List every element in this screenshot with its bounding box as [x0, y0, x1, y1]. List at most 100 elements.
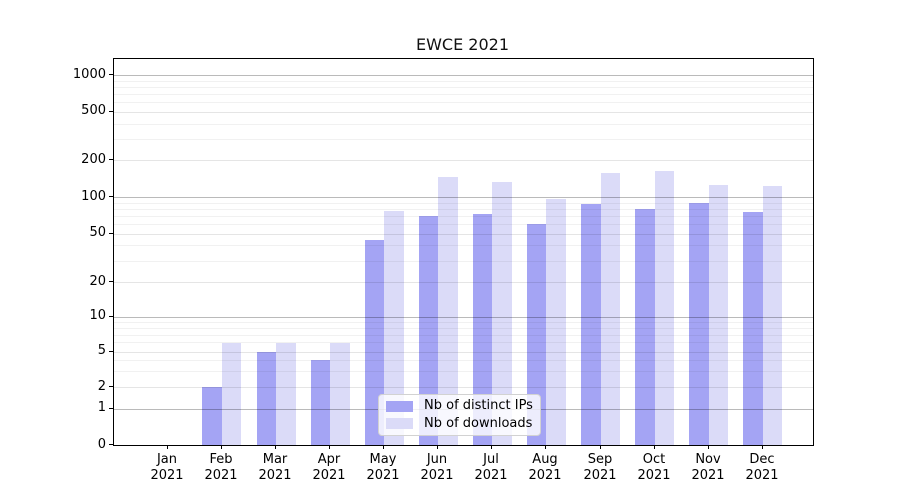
- legend-item-distinct-ips: Nb of distinct IPs: [386, 399, 533, 414]
- y-minor-gridline: [114, 102, 813, 103]
- x-tick-year: 2021: [150, 468, 184, 483]
- bar-downloads-nov: [708, 184, 729, 445]
- y-minor-gridline: [114, 328, 813, 329]
- x-tick-year: 2021: [366, 468, 400, 483]
- y-gridline: [114, 75, 813, 76]
- y-minor-gridline: [114, 139, 813, 140]
- bar-downloads-may: [384, 210, 404, 445]
- legend-swatch-distinct-ips: [386, 400, 413, 412]
- x-tick-label-feb: Feb 2021: [194, 452, 248, 484]
- chart-title: EWCE 2021: [415, 35, 509, 54]
- x-tick-year: 2021: [691, 468, 725, 483]
- y-minor-gridline: [114, 224, 813, 225]
- x-tick-label-jul: Jul 2021: [464, 452, 518, 484]
- y-tick-label: 200: [81, 152, 106, 167]
- y-minor-gridline: [114, 322, 813, 323]
- x-tick-label-may: May 2021: [356, 452, 410, 484]
- bar-distinct-ips-dec: [743, 212, 763, 445]
- y-minor-gridline: [114, 360, 813, 361]
- x-tick-month: Apr: [317, 452, 341, 467]
- x-tick-month: Nov: [695, 452, 721, 467]
- x-tick-mark: [600, 445, 601, 449]
- bar-distinct-ips-jun: [418, 215, 439, 445]
- x-tick-year: 2021: [637, 468, 671, 483]
- y-gridline: [114, 234, 813, 235]
- bar-distinct-ips-sep: [581, 204, 601, 445]
- y-minor-gridline: [114, 371, 813, 372]
- y-tick-label: 1000: [72, 67, 106, 82]
- y-gridline: [114, 197, 813, 198]
- legend-label-downloads: Nb of downloads: [424, 415, 533, 431]
- x-tick-month: Jun: [426, 452, 448, 467]
- bar-distinct-ips-mar: [256, 351, 277, 445]
- x-tick-mark: [221, 445, 222, 449]
- x-tick-month: Mar: [262, 452, 288, 467]
- y-tick-mark: [109, 233, 113, 234]
- x-tick-month: Jul: [483, 452, 499, 467]
- y-tick-label: 100: [81, 189, 106, 204]
- x-tick-mark: [383, 445, 384, 449]
- x-tick-label-apr: Apr 2021: [302, 452, 356, 484]
- x-tick-month: May: [369, 452, 397, 467]
- x-tick-year: 2021: [312, 468, 346, 483]
- x-tick-mark: [329, 445, 330, 449]
- x-tick-mark: [491, 445, 492, 449]
- x-tick-label-oct: Oct 2021: [627, 452, 681, 484]
- bar-downloads-jul: [492, 181, 512, 445]
- y-tick-mark: [109, 281, 113, 282]
- y-minor-gridline: [114, 87, 813, 88]
- y-tick-label: 50: [89, 225, 106, 240]
- y-minor-gridline: [114, 335, 813, 336]
- y-tick-label: 2: [97, 379, 106, 394]
- bar-distinct-ips-jul: [472, 214, 493, 445]
- x-tick-year: 2021: [528, 468, 562, 483]
- x-tick-mark: [654, 445, 655, 449]
- bar-distinct-ips-feb: [202, 387, 222, 445]
- x-tick-label-nov: Nov 2021: [681, 452, 735, 484]
- y-tick-label: 500: [81, 103, 106, 118]
- x-tick-label-sep: Sep 2021: [573, 452, 627, 484]
- y-minor-gridline: [114, 124, 813, 125]
- bar-distinct-ips-aug: [526, 223, 547, 445]
- x-tick-label-mar: Mar 2021: [248, 452, 302, 484]
- x-tick-month: Sep: [587, 452, 613, 467]
- x-tick-month: Aug: [532, 452, 558, 467]
- y-tick-label: 5: [97, 343, 106, 358]
- y-tick-label: 0: [97, 437, 106, 452]
- y-gridline: [114, 317, 813, 318]
- x-tick-year: 2021: [258, 468, 292, 483]
- bar-downloads-feb: [221, 342, 242, 445]
- y-tick-mark: [109, 351, 113, 352]
- y-gridline: [114, 112, 813, 113]
- x-tick-mark: [762, 445, 763, 449]
- y-minor-gridline: [114, 94, 813, 95]
- x-tick-month: Oct: [642, 452, 666, 467]
- x-tick-label-dec: Dec 2021: [735, 452, 789, 484]
- x-tick-year: 2021: [420, 468, 454, 483]
- bar-distinct-ips-nov: [689, 202, 709, 445]
- x-tick-year: 2021: [474, 468, 508, 483]
- y-tick-mark: [109, 196, 113, 197]
- y-gridline: [114, 282, 813, 283]
- legend-item-downloads: Nb of downloads: [386, 415, 533, 432]
- bar-downloads-mar: [276, 342, 296, 445]
- x-tick-year: 2021: [583, 468, 617, 483]
- y-tick-mark: [109, 316, 113, 317]
- bar-downloads-oct: [654, 171, 675, 445]
- bar-downloads-apr: [330, 342, 350, 445]
- bar-downloads-aug: [546, 199, 566, 445]
- y-minor-gridline: [114, 81, 813, 82]
- x-tick-month: Jan: [156, 452, 178, 467]
- legend-label-distinct-ips: Nb of distinct IPs: [424, 398, 533, 414]
- y-tick-mark: [109, 111, 113, 112]
- x-tick-mark: [437, 445, 438, 449]
- x-tick-month: Dec: [749, 452, 775, 467]
- bar-downloads-sep: [600, 173, 621, 445]
- y-tick-mark: [109, 74, 113, 75]
- legend-swatch-downloads: [386, 418, 413, 430]
- x-tick-mark: [545, 445, 546, 449]
- x-tick-mark: [167, 445, 168, 449]
- x-tick-year: 2021: [745, 468, 779, 483]
- x-tick-year: 2021: [204, 468, 238, 483]
